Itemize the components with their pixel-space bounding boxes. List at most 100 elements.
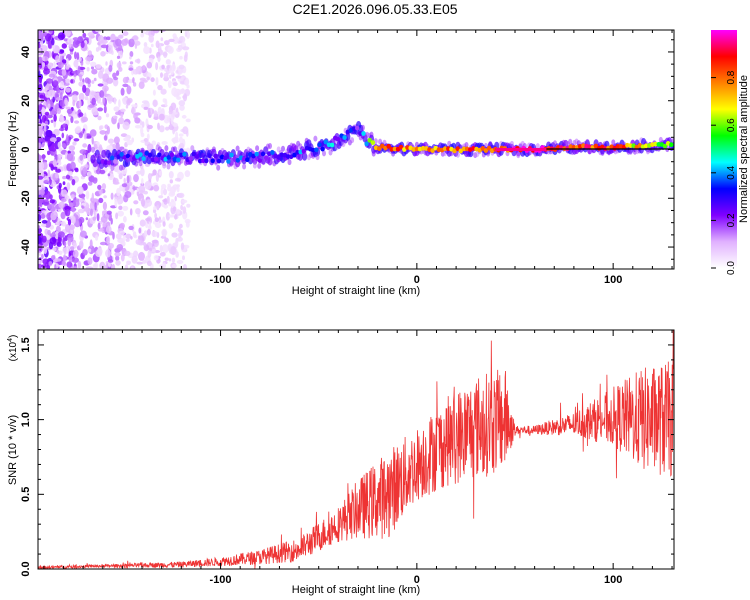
spectrogram-noise-cell bbox=[132, 77, 135, 84]
spectrogram-noise-cell bbox=[74, 127, 82, 134]
spectrogram-ridge-halo bbox=[535, 143, 540, 150]
spectrogram-noise-cell bbox=[175, 131, 179, 139]
spectrogram-noise-cell bbox=[153, 110, 158, 118]
spectrogram-noise-cell bbox=[38, 83, 43, 92]
spectrogram-ridge-cell bbox=[285, 154, 291, 160]
spectrogram-noise-cell bbox=[178, 100, 186, 107]
spectrogram-noise-cell bbox=[175, 75, 183, 79]
spectrogram-noise-cell bbox=[138, 251, 145, 261]
spectrogram-noise-cell bbox=[43, 68, 50, 75]
spectrogram-noise-cell bbox=[133, 200, 139, 205]
spectrogram-noise-cell bbox=[96, 213, 100, 222]
spectrogram-noise-cell bbox=[122, 76, 129, 84]
spectrogram-noise-cell bbox=[124, 250, 131, 257]
spectrogram-noise-cell bbox=[79, 240, 84, 249]
spectrogram-noise-cell bbox=[55, 168, 61, 173]
spectrogram-noise-cell bbox=[65, 87, 71, 93]
spectrogram-noise-cell bbox=[126, 139, 133, 146]
spectrogram-ridge-cell bbox=[486, 145, 492, 151]
spectrogram-noise-cell bbox=[155, 62, 159, 71]
spectrogram-noise-cell bbox=[102, 222, 107, 228]
spectrogram-noise-cell bbox=[87, 32, 95, 37]
spectrogram-ridge-halo bbox=[110, 165, 115, 171]
spectrogram-ridge-halo bbox=[216, 164, 221, 171]
spectrogram-noise-cell bbox=[169, 200, 176, 208]
spectrogram-noise-cell bbox=[151, 140, 156, 146]
spectrogram-noise-cell bbox=[78, 112, 84, 117]
spectrogram-ridge-cell bbox=[355, 125, 360, 131]
spectrogram-noise-cell bbox=[129, 51, 134, 58]
spectrogram-ridge-halo bbox=[287, 159, 292, 166]
spectrogram-ridge-halo bbox=[360, 124, 365, 131]
spectrogram-ridge-halo bbox=[235, 145, 240, 152]
spectrogram-noise-cell bbox=[85, 217, 89, 221]
spectrogram-noise-cell bbox=[181, 114, 187, 119]
spectrogram-ridge-cell bbox=[254, 151, 259, 157]
spectrogram-noise-cell bbox=[131, 35, 139, 41]
spectrogram-noise-cell bbox=[47, 40, 52, 49]
spectrogram-noise-cell bbox=[154, 250, 161, 253]
spectrogram-ridge-cell bbox=[662, 143, 668, 149]
spectrogram-noise-cell bbox=[99, 169, 106, 174]
spectrogram-noise-cell bbox=[78, 81, 85, 87]
spectrogram-noise-cell bbox=[89, 54, 94, 59]
spectrogram-noise-cell bbox=[151, 249, 156, 253]
spectrogram-noise-cell bbox=[120, 113, 124, 118]
spectrogram-noise-cell bbox=[106, 225, 112, 234]
spectrogram-noise-cell bbox=[82, 154, 87, 160]
spectrogram-ridge-cell bbox=[386, 143, 391, 149]
spectrogram-noise-cell bbox=[38, 259, 43, 264]
spectrogram-noise-cell bbox=[47, 150, 51, 156]
spectrogram-noise-cell bbox=[163, 198, 168, 205]
figure-title: C2E1.2026.096.05.33.E05 bbox=[292, 1, 457, 17]
spectrogram-noise-cell bbox=[146, 61, 153, 69]
spectrogram-noise-cell bbox=[155, 40, 160, 49]
spectrogram-ridge-cell bbox=[669, 142, 674, 148]
spectrogram-noise-cell bbox=[85, 266, 94, 269]
spectrogram-noise-cell bbox=[104, 87, 107, 96]
spectrogram-noise-cell bbox=[95, 234, 99, 241]
spectrogram-noise-cell bbox=[71, 179, 76, 186]
spectrogram-ridge-cell bbox=[116, 154, 121, 160]
spectrogram-noise-cell bbox=[76, 186, 84, 195]
spectrogram-noise-cell bbox=[97, 107, 104, 112]
spectrogram-noise-cell bbox=[78, 92, 85, 102]
spectrogram-noise-cell bbox=[54, 264, 57, 269]
spectrogram-noise-cell bbox=[178, 133, 184, 137]
spectrogram-noise-cell bbox=[78, 216, 85, 224]
spectrogram-noise-cell bbox=[158, 195, 164, 199]
spectrogram-noise-cell bbox=[146, 76, 150, 81]
spectrogram-noise-cell bbox=[179, 136, 183, 144]
spectrogram-noise-cell bbox=[89, 129, 97, 137]
spectrogram-noise-cell bbox=[82, 32, 87, 38]
spectrogram-noise-cell bbox=[143, 46, 151, 55]
snr-y-scale: (x104) bbox=[7, 335, 19, 362]
spectrogram-noise-cell bbox=[141, 100, 149, 104]
spectrogram-noise-cell bbox=[168, 38, 175, 43]
spectrogram-noise-cell bbox=[49, 233, 56, 238]
spectrogram-noise-cell bbox=[119, 230, 125, 236]
spectrogram-ridge-halo bbox=[252, 162, 257, 169]
spectrogram-noise-cell bbox=[168, 110, 173, 115]
spectrogram-ridge-cell bbox=[138, 152, 143, 158]
spectrogram-noise-cell bbox=[171, 87, 178, 97]
spectrogram-ridge-cell bbox=[197, 158, 203, 164]
spectrogram-noise-cell bbox=[46, 114, 53, 119]
spectrogram-noise-cell bbox=[72, 141, 77, 146]
spectrogram-noise-cell bbox=[59, 80, 65, 90]
spectrogram-marks bbox=[38, 30, 674, 269]
spectrogram-noise-cell bbox=[93, 77, 97, 82]
spectrogram-ridge-halo bbox=[211, 146, 216, 153]
spectrogram-noise-cell bbox=[53, 61, 56, 70]
spectrogram-noise-cell bbox=[130, 266, 134, 269]
spectrogram-noise-cell bbox=[82, 167, 88, 175]
spectrogram-noise-cell bbox=[119, 146, 125, 150]
spectrogram-noise-cell bbox=[130, 191, 135, 195]
spectrogram-noise-cell bbox=[117, 200, 122, 205]
spectrogram-noise-cell bbox=[70, 116, 74, 124]
spectrogram-noise-cell bbox=[38, 56, 43, 64]
spectrogram-noise-cell bbox=[148, 221, 152, 230]
spectrogram-noise-cell bbox=[81, 116, 88, 123]
spectrogram-ridge-halo bbox=[138, 160, 143, 167]
spectrogram-noise-cell bbox=[184, 30, 188, 37]
